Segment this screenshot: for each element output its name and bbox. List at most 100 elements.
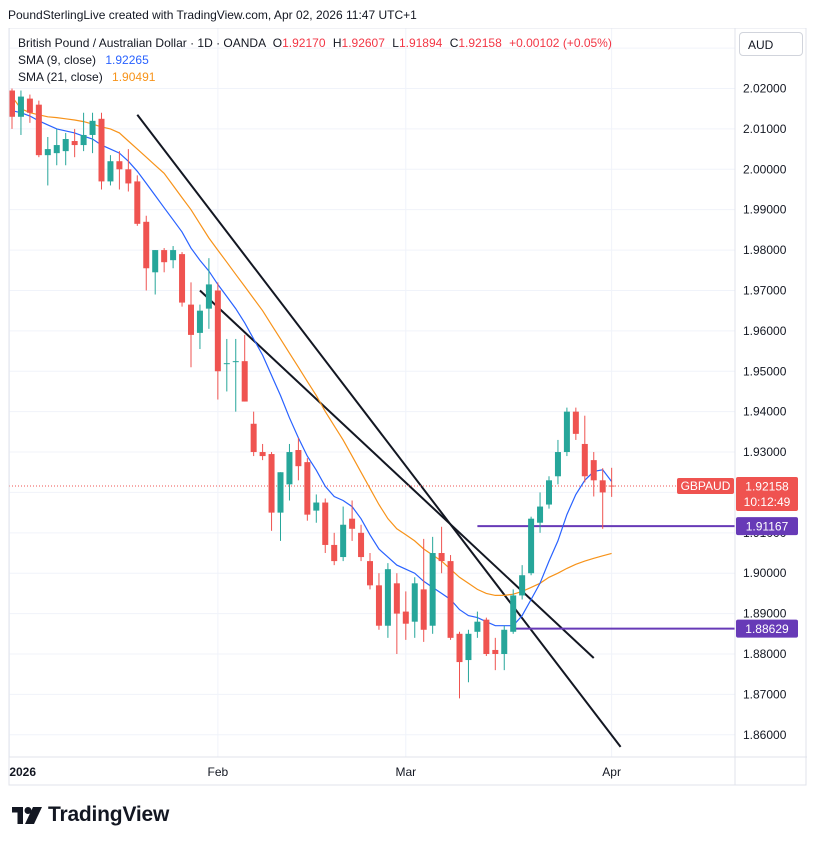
open-value: 1.92170 — [282, 36, 326, 50]
tradingview-wordmark: TradingView — [48, 803, 170, 826]
candle — [196, 304, 203, 350]
candle — [537, 492, 544, 533]
trend-line — [136, 114, 622, 748]
y-tick-label: 1.99000 — [743, 203, 787, 217]
candle — [250, 411, 257, 457]
y-tick-label: 1.87000 — [743, 687, 787, 701]
candle-body — [125, 169, 132, 184]
candle-body — [143, 221, 150, 269]
candle-body — [322, 502, 329, 545]
y-tick-label: 2.00000 — [743, 162, 787, 176]
candle-body — [492, 649, 499, 654]
candle — [447, 555, 454, 640]
candle — [393, 573, 400, 654]
candle-body — [152, 250, 159, 273]
candle — [313, 494, 320, 523]
close-label: C — [449, 36, 459, 50]
candle — [519, 565, 526, 600]
candle-body — [465, 633, 472, 661]
last-price-badge — [736, 477, 798, 512]
candle-body — [563, 411, 570, 453]
candle — [161, 248, 168, 273]
candle — [152, 250, 159, 295]
candle-body — [581, 443, 588, 477]
legend-ohlc: British Pound / Australian Dollar · 1D ·… — [18, 36, 612, 50]
horizontal-level-badge — [736, 619, 798, 638]
candle — [125, 149, 132, 192]
candle — [214, 282, 221, 400]
candle-body — [116, 161, 123, 170]
candle-body — [89, 120, 96, 135]
candle — [71, 128, 78, 158]
y-tick-label: 1.98000 — [743, 243, 787, 257]
candle-body — [214, 290, 221, 372]
candle — [9, 88, 15, 129]
candle-body — [107, 161, 114, 182]
candle-body — [196, 310, 203, 333]
open-label: O — [272, 36, 283, 50]
candle — [143, 215, 150, 291]
legend-sma21: SMA (21, close) 1.90491 — [18, 70, 155, 84]
candle — [241, 334, 248, 402]
candle — [17, 90, 24, 135]
candle — [116, 151, 123, 190]
candle-body — [35, 104, 42, 156]
candle — [232, 338, 239, 412]
x-tick-label: 2026 — [9, 765, 36, 779]
candle-body — [384, 569, 391, 626]
candle-body — [572, 411, 579, 434]
horizontal-level-label: 1.91167 — [746, 520, 789, 534]
y-tick-label: 1.97000 — [743, 283, 787, 297]
chart-grid — [8, 28, 735, 757]
sma21-value: 1.90491 — [112, 70, 156, 84]
candle — [286, 443, 293, 501]
candle — [205, 258, 212, 329]
candle-body — [411, 583, 418, 622]
symbol-ticker-label: GBPAUD — [681, 479, 731, 493]
candle-body — [402, 611, 409, 624]
candle — [456, 631, 463, 699]
candle — [402, 591, 409, 640]
candle — [62, 132, 69, 166]
horizontal-level-badge — [736, 517, 798, 536]
chart-attribution: PoundSterlingLive created with TradingVi… — [8, 8, 417, 22]
close-value: 1.92158 — [458, 36, 502, 50]
currency-button[interactable]: AUD — [739, 32, 803, 56]
y-tick-label: 1.89000 — [743, 607, 787, 621]
candle-body — [62, 139, 69, 152]
candle-body — [304, 462, 311, 515]
candle-body — [9, 90, 15, 117]
candle-body — [420, 589, 427, 630]
candle-body — [134, 181, 141, 224]
candle-body — [71, 141, 78, 146]
bar-countdown: 10:12:49 — [744, 495, 791, 509]
candle-body — [608, 485, 615, 487]
candle-body — [313, 502, 320, 511]
candle-body — [161, 250, 168, 263]
candle — [349, 500, 356, 541]
candle-body — [590, 460, 597, 481]
candle-body — [268, 454, 275, 513]
horizontal-level-label: 1.88629 — [745, 622, 789, 636]
candle — [411, 577, 418, 638]
change-value: +0.00102 (+0.05%) — [509, 36, 612, 50]
candle — [89, 112, 96, 154]
sma21-label: SMA (21, close) — [18, 70, 103, 84]
candle-body — [375, 585, 382, 626]
candle-body — [340, 524, 347, 558]
sma9-value: 1.92265 — [105, 53, 149, 67]
y-tick-label: 1.90000 — [743, 566, 787, 580]
candle — [429, 536, 436, 634]
candle-body — [519, 575, 526, 596]
legend-sma9: SMA (9, close) 1.92265 — [18, 53, 149, 67]
candle — [474, 611, 481, 638]
candle — [35, 100, 42, 158]
y-tick-label: 2.01000 — [743, 122, 787, 136]
price-chart[interactable]: 2.030002.020002.010002.000001.990001.980… — [0, 28, 807, 786]
candle — [80, 112, 87, 152]
y-tick-label: 2.02000 — [743, 82, 787, 96]
candle-body — [223, 363, 230, 365]
candle — [98, 112, 105, 190]
candles — [9, 88, 615, 699]
candle — [563, 407, 570, 457]
